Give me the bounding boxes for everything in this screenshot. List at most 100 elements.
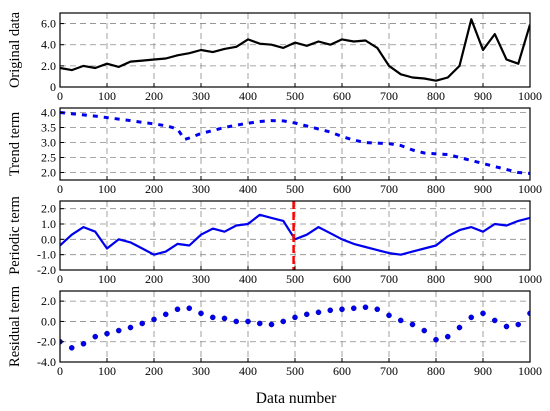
data-point bbox=[421, 327, 428, 334]
y-tick-label: 4.0 bbox=[41, 106, 56, 120]
y-tick-label: 3.5 bbox=[41, 121, 56, 135]
series-line bbox=[60, 18, 530, 82]
series-line bbox=[60, 111, 530, 175]
data-point bbox=[245, 318, 251, 325]
x-tick-label: 100 bbox=[98, 182, 116, 196]
data-point bbox=[339, 306, 345, 313]
plot-area bbox=[60, 201, 530, 270]
x-tick-label: 400 bbox=[239, 89, 257, 103]
y-tick-label: 2.0 bbox=[41, 202, 56, 216]
x-tick-label: 600 bbox=[333, 364, 351, 378]
x-tick-label: 100 bbox=[98, 364, 116, 378]
y-axis-label: Original data bbox=[7, 11, 23, 88]
data-point bbox=[256, 320, 263, 327]
x-tick-label: 100 bbox=[98, 89, 116, 103]
data-point bbox=[151, 316, 157, 323]
y-tick-label: 0.0 bbox=[41, 232, 56, 246]
x-axis-label: Data number bbox=[256, 390, 337, 407]
y-tick-label: -2.0 bbox=[37, 263, 56, 277]
data-point bbox=[303, 311, 310, 318]
y-axis-label: Periodic term bbox=[7, 196, 23, 275]
x-tick-label: 400 bbox=[239, 272, 257, 286]
data-point bbox=[104, 330, 110, 337]
x-tick-label: 1000 bbox=[518, 89, 542, 103]
y-axis-label: Trend term bbox=[7, 111, 23, 176]
y-tick-label: 4.0 bbox=[41, 38, 56, 52]
x-tick-label: 0 bbox=[57, 272, 63, 286]
y-tick-label: 2.0 bbox=[41, 294, 56, 308]
y-axis-label: Residual term bbox=[7, 285, 23, 367]
y-tick-label: -1.0 bbox=[37, 248, 56, 262]
x-tick-label: 300 bbox=[192, 89, 210, 103]
x-tick-label: 0 bbox=[57, 364, 63, 378]
data-point bbox=[139, 320, 146, 327]
y-tick-label: 2.0 bbox=[41, 59, 56, 73]
data-point bbox=[527, 310, 530, 317]
x-tick-label: 0 bbox=[57, 89, 63, 103]
series-line bbox=[60, 213, 530, 256]
plot-area bbox=[60, 111, 530, 175]
x-tick-label: 0 bbox=[57, 182, 63, 196]
x-tick-label: 200 bbox=[145, 364, 163, 378]
x-tick-label: 700 bbox=[380, 182, 398, 196]
periodic-term-panel: 0 100 200 300 400 500 600 700 800 900 1000 -2.0-1.0… bbox=[7, 196, 542, 286]
x-tick-label: 500 bbox=[286, 272, 304, 286]
data-point bbox=[503, 323, 510, 330]
y-tick-label: 1.0 bbox=[41, 217, 56, 231]
y-tick-label: 2.0 bbox=[41, 166, 56, 180]
x-tick-label: 600 bbox=[333, 272, 351, 286]
x-tick-label: 600 bbox=[333, 182, 351, 196]
data-point bbox=[386, 312, 392, 319]
data-point bbox=[80, 340, 87, 347]
y-tick-label: -2.0 bbox=[37, 335, 56, 349]
y-tick-label: 0 bbox=[50, 80, 56, 94]
x-tick-label: 300 bbox=[192, 272, 210, 286]
data-point bbox=[409, 321, 416, 328]
x-tick-label: 700 bbox=[380, 272, 398, 286]
data-point bbox=[480, 310, 486, 317]
residual-term-panel: 0 100 200 300 400 500 600 700 800 900 1000 -4.0 -2.0… bbox=[7, 285, 542, 378]
data-point bbox=[315, 309, 322, 316]
data-point bbox=[362, 304, 369, 311]
y-tick-label: 0.0 bbox=[41, 314, 56, 328]
data-point bbox=[198, 310, 204, 317]
original-data-panel: 0 100 200 300 400 500 600 700 800 900 1000 0 2.0 4.0 6… bbox=[7, 11, 542, 103]
data-point bbox=[444, 333, 451, 340]
y-tick-label: -4.0 bbox=[37, 355, 56, 369]
x-tick-label: 700 bbox=[380, 364, 398, 378]
x-tick-label: 600 bbox=[333, 89, 351, 103]
x-tick-label: 500 bbox=[286, 364, 304, 378]
x-tick-label: 1000 bbox=[518, 182, 542, 196]
data-point bbox=[491, 317, 498, 324]
x-tick-label: 200 bbox=[145, 89, 163, 103]
x-tick-label: 900 bbox=[474, 89, 492, 103]
x-tick-label: 900 bbox=[474, 182, 492, 196]
data-point bbox=[233, 318, 240, 325]
x-tick-label: 800 bbox=[427, 182, 445, 196]
x-tick-label: 500 bbox=[286, 182, 304, 196]
x-tick-label: 200 bbox=[145, 272, 163, 286]
x-tick-label: 800 bbox=[427, 364, 445, 378]
data-point bbox=[174, 306, 181, 313]
data-point bbox=[280, 318, 287, 325]
data-point bbox=[68, 344, 75, 351]
x-tick-label: 800 bbox=[427, 89, 445, 103]
data-point bbox=[327, 307, 334, 314]
data-point bbox=[350, 305, 357, 312]
data-point bbox=[468, 314, 475, 321]
plot-area bbox=[60, 304, 530, 351]
x-tick-label: 800 bbox=[427, 272, 445, 286]
data-point bbox=[92, 333, 99, 340]
data-point bbox=[115, 327, 122, 334]
trend-term-panel: 0 100 200 300 400 500 600 700 800 900 10002.02.53.… bbox=[7, 106, 542, 197]
x-tick-label: 900 bbox=[474, 272, 492, 286]
data-point bbox=[209, 314, 216, 321]
data-point bbox=[186, 305, 193, 312]
data-point bbox=[456, 324, 463, 331]
x-tick-label: 500 bbox=[286, 89, 304, 103]
data-point bbox=[221, 315, 228, 322]
data-point bbox=[292, 314, 298, 321]
data-point bbox=[127, 324, 134, 331]
x-tick-label: 300 bbox=[192, 364, 210, 378]
